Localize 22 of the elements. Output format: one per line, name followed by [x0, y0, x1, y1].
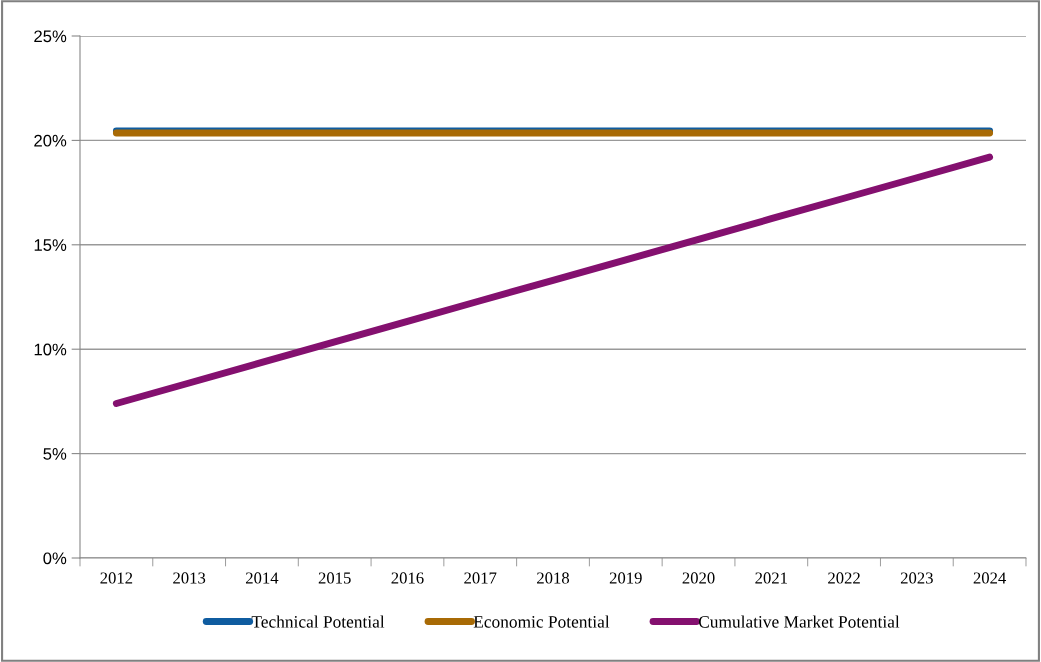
y-tick-label: 25% [34, 30, 67, 43]
legend-label: Economic Potential [473, 615, 610, 628]
legend-label: Cumulative Market Potential [698, 615, 900, 628]
x-tick-label: 2023 [900, 572, 933, 584]
x-tick-label: 2014 [245, 572, 279, 584]
y-tick-label: 10% [34, 343, 67, 356]
x-tick-label: 2019 [609, 572, 642, 584]
x-tick-label: 2018 [537, 572, 570, 584]
x-tick-label: 2020 [682, 572, 715, 584]
x-tick-label: 2016 [391, 572, 424, 584]
y-tick-label: 5% [43, 448, 67, 460]
x-tick-label: 2024 [973, 572, 1007, 584]
x-tick-label: 2013 [173, 572, 206, 584]
x-tick-label: 2017 [464, 572, 497, 584]
y-tick-label: 20% [34, 134, 67, 147]
x-tick-label: 2021 [755, 572, 787, 584]
y-tick-label: 15% [34, 239, 67, 251]
x-tick-label: 2012 [100, 572, 133, 584]
legend-label: Technical Potential [251, 615, 385, 628]
x-tick-label: 2015 [318, 572, 351, 584]
y-tick-label: 0% [43, 552, 67, 565]
x-tick-label: 2022 [828, 572, 860, 584]
